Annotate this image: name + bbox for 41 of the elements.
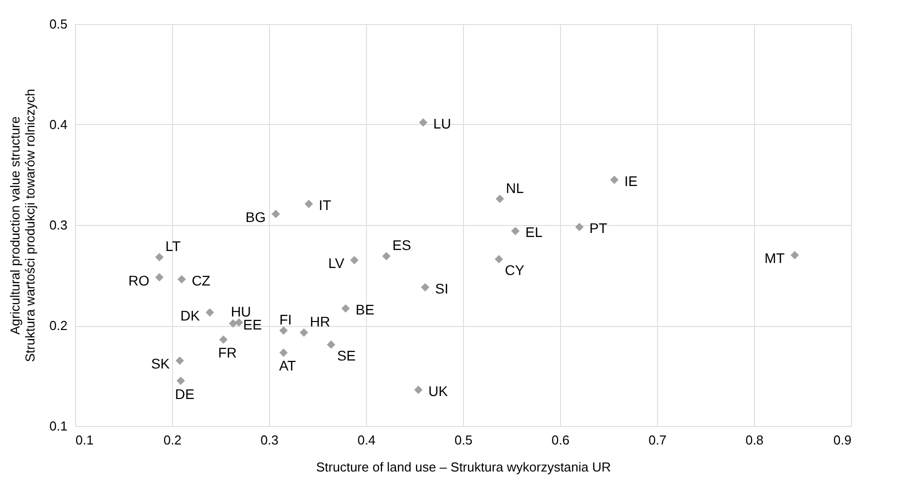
y-tick-label: 0.5 [49,16,68,32]
annotation: SE [337,348,356,364]
x-tick-label: 0.6 [551,432,570,448]
y-tick-label: 0.1 [49,418,68,434]
annotation: AT [279,358,296,374]
y-tick-label: 0.2 [49,318,68,333]
annotation: RO [128,272,150,288]
annotation: CY [504,262,525,278]
annotation: PT [589,220,608,236]
annotation: ES [392,237,412,254]
annotation: EL [525,224,543,240]
y-axis-title: Agricultural production value structure Struktura wartości produkcji towarów rolniczych [7,88,38,362]
annotation: UK [428,382,448,399]
annotation: MT [764,250,786,266]
annotation: DE [175,386,194,402]
x-tick-label: 0.4 [357,432,376,448]
y-tick-label: 0.3 [49,218,68,232]
annotation: BE [356,301,374,318]
annotation: IE [624,172,638,189]
x-axis-title: Structure of land use – Struktura wykorzystania UR [316,460,611,474]
annotation: CZ [192,272,211,288]
x-tick-label: 0.1 [76,432,94,448]
annotation: HR [310,314,330,330]
annotation: LU [433,115,452,132]
y-tick-label: 0.4 [49,117,68,132]
annotation: FI [279,312,292,328]
x-tick-label: 0.2 [163,432,182,448]
x-tick-label: 0.9 [833,432,852,448]
annotation: BG [246,208,266,225]
annotation: SI [435,280,448,296]
annotation: LV [328,255,346,272]
annotation: NL [506,180,524,196]
annotation: LT [165,238,182,254]
annotation: IT [318,196,332,213]
x-tick-label: 0.5 [454,432,473,448]
annotation: FR [218,344,237,361]
annotation: DK [180,307,200,324]
annotation: SK [151,356,170,372]
x-tick-label: 0.8 [745,432,764,448]
x-tick-label: 0.3 [260,432,279,448]
x-tick-label: 0.7 [648,432,667,448]
